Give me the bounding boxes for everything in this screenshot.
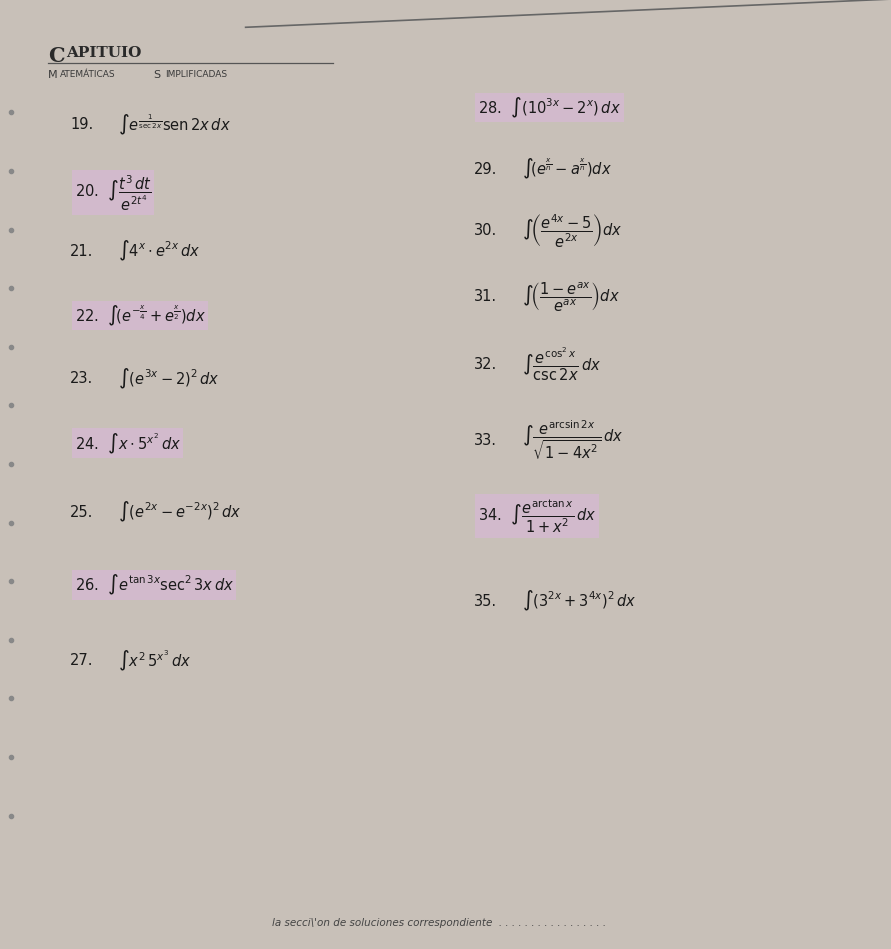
Text: IMPLIFICADAS: IMPLIFICADAS bbox=[165, 70, 227, 79]
Text: $\int (3^{2x}+3^{4x})^2\,dx$: $\int (3^{2x}+3^{4x})^2\,dx$ bbox=[522, 589, 636, 613]
Text: $\int \dfrac{e^{\cos^2 x}}{\csc 2x}\,dx$: $\int \dfrac{e^{\cos^2 x}}{\csc 2x}\,dx$ bbox=[522, 346, 601, 383]
Text: S: S bbox=[153, 70, 160, 80]
Text: 29.: 29. bbox=[474, 161, 497, 177]
Text: 30.: 30. bbox=[474, 223, 497, 238]
Text: 19.: 19. bbox=[70, 117, 94, 132]
Text: 28.  $\int (10^{3x}-2^x)\,dx$: 28. $\int (10^{3x}-2^x)\,dx$ bbox=[478, 96, 621, 120]
Text: $\int x^2\, 5^{x^3}\,dx$: $\int x^2\, 5^{x^3}\,dx$ bbox=[119, 648, 192, 673]
Text: 21.: 21. bbox=[70, 244, 94, 259]
Text: 26.  $\int e^{\tan 3x}\sec^2 3x\,dx$: 26. $\int e^{\tan 3x}\sec^2 3x\,dx$ bbox=[75, 573, 233, 597]
Text: 35.: 35. bbox=[474, 594, 497, 608]
Text: 25.: 25. bbox=[70, 505, 94, 520]
Text: la secci\'on de soluciones correspondiente  . . . . . . . . . . . . . . . . .: la secci\'on de soluciones correspondien… bbox=[272, 919, 606, 928]
Text: 20.  $\int \dfrac{t^3\,dt}{e^{2t^4}}$: 20. $\int \dfrac{t^3\,dt}{e^{2t^4}}$ bbox=[75, 173, 151, 213]
Text: M: M bbox=[48, 70, 58, 80]
Text: $\int 4^x \cdot e^{2x}\,dx$: $\int 4^x \cdot e^{2x}\,dx$ bbox=[119, 239, 200, 264]
Text: 32.: 32. bbox=[474, 357, 497, 372]
Text: $\int\!\left(e^{\frac{x}{n}}-a^{\frac{x}{n}}\right)dx$: $\int\!\left(e^{\frac{x}{n}}-a^{\frac{x}… bbox=[522, 157, 612, 181]
Text: 31.: 31. bbox=[474, 289, 497, 305]
Text: APITUIO: APITUIO bbox=[66, 47, 141, 60]
Text: 33.: 33. bbox=[474, 433, 496, 448]
Text: C: C bbox=[48, 47, 65, 66]
Text: $\int e^{\frac{1}{\sec 2x}} \mathrm{sen}\, 2x\, dx$: $\int e^{\frac{1}{\sec 2x}} \mathrm{sen}… bbox=[119, 112, 232, 138]
Text: $\int\!\left(\dfrac{e^{4x}-5}{e^{2x}}\right)dx$: $\int\!\left(\dfrac{e^{4x}-5}{e^{2x}}\ri… bbox=[522, 212, 622, 250]
Text: 27.: 27. bbox=[70, 653, 94, 668]
Text: 22.  $\int\!\left(e^{-\frac{x}{4}}+e^{\frac{x}{2}}\right)dx$: 22. $\int\!\left(e^{-\frac{x}{4}}+e^{\fr… bbox=[75, 304, 206, 327]
Text: $\int \dfrac{e^{\arcsin 2x}}{\sqrt{1-4x^2}}\,dx$: $\int \dfrac{e^{\arcsin 2x}}{\sqrt{1-4x^… bbox=[522, 419, 624, 462]
Text: 23.: 23. bbox=[70, 371, 94, 386]
Text: $\int (e^{2x}-e^{-2x})^2\,dx$: $\int (e^{2x}-e^{-2x})^2\,dx$ bbox=[119, 500, 242, 524]
Text: 34.  $\int \dfrac{e^{\arctan x}}{1+x^2}\,dx$: 34. $\int \dfrac{e^{\arctan x}}{1+x^2}\,… bbox=[478, 497, 596, 535]
Text: ATEMÁTICAS: ATEMÁTICAS bbox=[60, 70, 115, 79]
Text: $\int (e^{3x}-2)^2\,dx$: $\int (e^{3x}-2)^2\,dx$ bbox=[119, 367, 220, 391]
Text: 24.  $\int x\cdot 5^{x^2}\,dx$: 24. $\int x\cdot 5^{x^2}\,dx$ bbox=[75, 431, 181, 456]
Text: $\int\!\left(\dfrac{1-e^{ax}}{e^{ax}}\right)dx$: $\int\!\left(\dfrac{1-e^{ax}}{e^{ax}}\ri… bbox=[522, 280, 620, 313]
